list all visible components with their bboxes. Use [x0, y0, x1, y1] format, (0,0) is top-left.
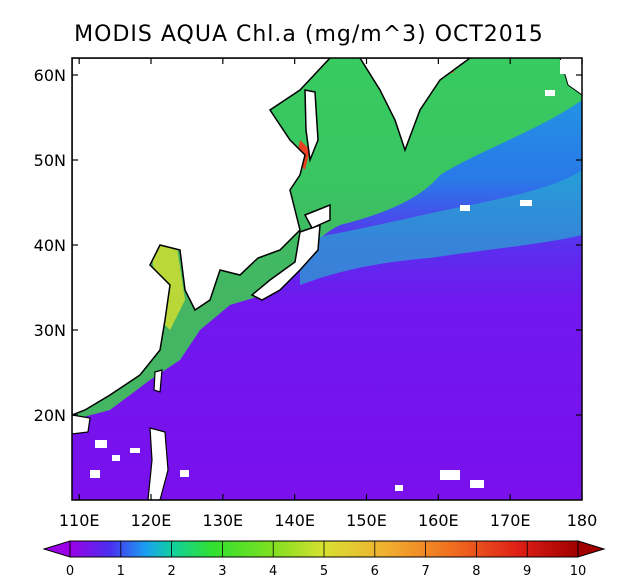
lon-tick-label: 120E: [131, 511, 172, 530]
land-kamchatka: [359, 58, 472, 153]
colorbar-labels: 0 1 2 3 4 5 6 7 8 9 10: [66, 541, 586, 579]
longitude-axis: 110E 120E 130E 140E 150E 160E 170E 180: [59, 58, 597, 530]
colorbar-label: 0: [66, 564, 74, 579]
lon-tick-label: 170E: [490, 511, 531, 530]
lat-tick-label: 50N: [34, 151, 66, 170]
colorbar-label: 4: [269, 564, 277, 579]
colorbar-label: 2: [167, 564, 175, 579]
land-taiwan: [153, 369, 163, 393]
lon-tick-label: 150E: [346, 511, 387, 530]
colorbar-label: 8: [472, 564, 480, 579]
colorbar-label: 5: [320, 564, 328, 579]
colorbar-label: 9: [523, 564, 531, 579]
land-sakhalin: [304, 89, 319, 163]
lon-tick-label: 110E: [59, 511, 100, 530]
colorbar-min-arrow: [42, 540, 71, 558]
land-hokkaido: [303, 203, 331, 229]
mid-chl-band: [300, 170, 582, 285]
map-area: [72, 58, 582, 500]
land-hainan: [72, 414, 91, 435]
colorbar-label: 7: [421, 564, 429, 579]
colorbar: 0 1 2 3 4 5 6 7 8 9 10: [42, 540, 606, 579]
lat-tick-label: 40N: [34, 236, 66, 255]
colorbar-label: 10: [570, 564, 587, 579]
lat-tick-label: 20N: [34, 406, 66, 425]
latitude-axis: 20N 30N 40N 50N 60N: [34, 66, 582, 425]
lon-tick-label: 130E: [203, 511, 244, 530]
map-title: MODIS AQUA Chl.a (mg/m^3) OCT2015: [74, 22, 544, 47]
cloud-gaps: [90, 60, 580, 491]
colorbar-label: 3: [218, 564, 226, 579]
lon-tick-label: 140E: [274, 511, 315, 530]
land-japan: [250, 223, 321, 301]
colorbar-label: 1: [117, 564, 125, 579]
land-asia: [72, 58, 332, 416]
map-frame: [71, 57, 583, 501]
lat-tick-label: 30N: [34, 321, 66, 340]
lon-tick-label: 180: [567, 511, 598, 530]
lon-tick-label: 160E: [418, 511, 459, 530]
lat-tick-label: 60N: [34, 66, 66, 85]
land-philippines: [147, 427, 169, 500]
colorbar-max-arrow: [577, 540, 606, 558]
colorbar-label: 6: [371, 564, 379, 579]
